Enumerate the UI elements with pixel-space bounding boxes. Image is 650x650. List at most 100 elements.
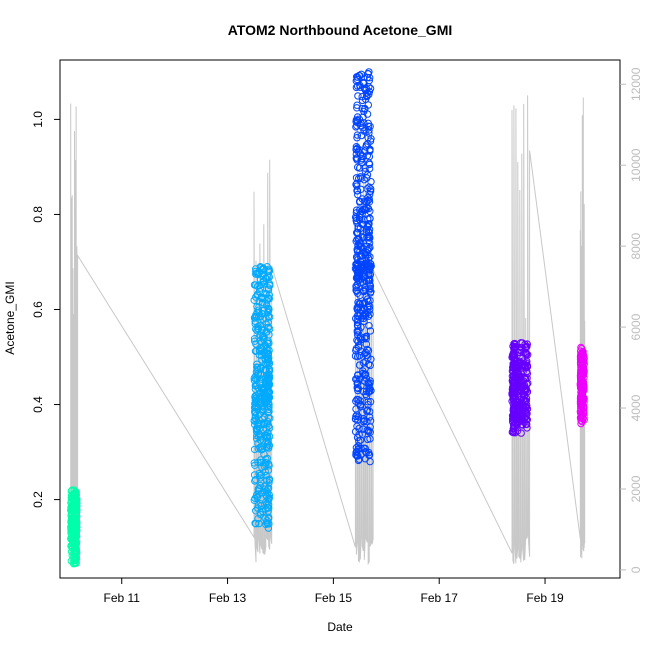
data-point [252, 382, 260, 390]
data-point [359, 314, 368, 323]
altitude-trace [70, 95, 586, 566]
data-point [360, 300, 368, 308]
data-point [509, 394, 517, 402]
data-point [352, 405, 360, 413]
data-point [366, 413, 374, 421]
data-point [264, 318, 272, 327]
data-point [367, 386, 375, 395]
data-point [579, 414, 587, 423]
data-point [71, 557, 80, 565]
data-point [251, 347, 260, 355]
data-point [357, 314, 365, 322]
data-point [360, 197, 369, 205]
data-point [353, 447, 361, 456]
data-point [523, 342, 531, 351]
y2-tick-label: 4000 [629, 394, 643, 421]
data-point [261, 274, 270, 282]
data-point [265, 265, 273, 273]
data-point [365, 225, 374, 234]
data-point [353, 101, 361, 109]
data-point [363, 171, 372, 179]
data-point [71, 540, 79, 548]
data-point [365, 126, 373, 134]
data-point [262, 395, 270, 403]
data-point [355, 437, 363, 445]
data-point [72, 553, 80, 562]
data-point [255, 485, 264, 493]
series-2 [250, 263, 274, 532]
y2-tick-label: 6000 [629, 313, 643, 340]
data-point [366, 282, 375, 290]
data-point [263, 440, 272, 448]
data-point [257, 470, 266, 479]
data-point [354, 331, 362, 339]
data-point [71, 522, 79, 531]
data-point [260, 419, 268, 427]
chart-title: ATOM2 Northbound Acetone_GMI [228, 22, 453, 38]
data-point [360, 107, 368, 116]
data-point [353, 131, 362, 139]
data-point [256, 481, 264, 490]
data-point [521, 348, 530, 356]
data-point [71, 504, 79, 513]
y-tick-label: 0.2 [31, 491, 45, 508]
data-point [511, 427, 520, 435]
data-point [352, 375, 360, 383]
data-point [353, 384, 361, 392]
data-point [256, 508, 264, 517]
data-point [255, 519, 263, 528]
data-point [254, 422, 262, 431]
data-point [250, 281, 259, 289]
data-point [353, 144, 361, 152]
data-point [356, 351, 364, 360]
data-point [356, 197, 364, 205]
y2-tick-label: 0 [629, 566, 643, 573]
data-point [366, 310, 374, 318]
y-tick-label: 1.0 [31, 111, 45, 128]
data-point [352, 237, 360, 245]
data-point [362, 206, 370, 214]
data-point [254, 445, 262, 453]
data-point [360, 334, 369, 342]
data-point [264, 350, 272, 358]
data-point [352, 260, 360, 269]
data-point [510, 350, 518, 358]
data-point [256, 348, 264, 356]
x-tick-label: Feb 11 [103, 591, 140, 605]
data-point [366, 327, 375, 335]
data-point [579, 360, 587, 368]
data-point [256, 398, 264, 406]
data-point [357, 347, 365, 355]
data-point [356, 252, 364, 260]
data-point [362, 312, 370, 320]
data-point [354, 269, 362, 278]
data-point [356, 300, 364, 308]
data-point [251, 477, 259, 485]
data-point [259, 426, 268, 434]
data-point [354, 322, 362, 330]
data-point [578, 388, 586, 396]
data-point [258, 315, 267, 323]
data-point [513, 427, 522, 435]
data-point [362, 387, 371, 395]
data-point [255, 334, 263, 342]
data-point [362, 251, 370, 259]
data-point [252, 507, 260, 515]
data-point [353, 272, 361, 281]
data-point [360, 119, 368, 127]
data-point [262, 455, 270, 463]
data-point [353, 395, 361, 404]
data-point [359, 367, 367, 375]
data-point [520, 403, 528, 412]
data-point [264, 524, 273, 532]
series-3 [351, 68, 375, 466]
data-point [367, 185, 375, 193]
data-point [264, 339, 272, 348]
data-point [255, 298, 263, 306]
data-point [354, 163, 362, 171]
data-point [352, 116, 361, 124]
data-point [511, 405, 519, 413]
y-axis-label: Acetone_GMI [3, 281, 17, 354]
data-point [252, 270, 260, 278]
x-tick-label: Feb 13 [209, 591, 247, 605]
